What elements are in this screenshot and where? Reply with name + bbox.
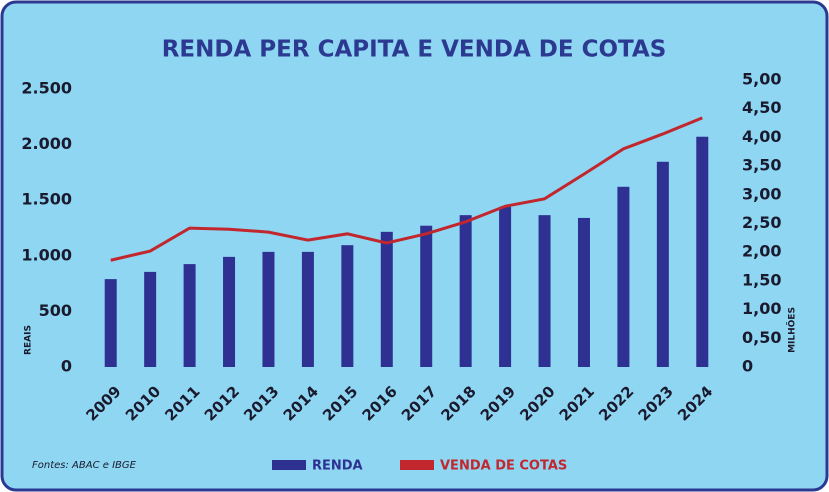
bar	[144, 271, 157, 367]
y-axis-label: REAIS	[24, 325, 34, 355]
y2-axis-label: MILHÕES	[786, 307, 798, 353]
bar	[499, 206, 512, 367]
legend-swatch	[400, 460, 434, 470]
y2-tick-label: 5,00	[742, 70, 781, 89]
y2-tick-label: 2,00	[742, 242, 781, 261]
y-tick-label: 0	[61, 357, 72, 376]
y-tick-label: 500	[39, 301, 72, 320]
y-tick-label: 1.000	[21, 245, 72, 264]
y2-tick-label: 0,50	[742, 328, 781, 347]
bar	[262, 251, 275, 367]
y2-tick-label: 3,50	[742, 156, 781, 175]
y2-tick-label: 4,50	[742, 98, 781, 117]
legend-swatch	[272, 460, 306, 470]
y2-tick-label: 4,00	[742, 127, 781, 146]
y2-tick-label: 1,00	[742, 299, 781, 318]
y-tick-label: 2.000	[21, 134, 72, 153]
bar	[183, 264, 196, 367]
y-tick-label: 1.500	[21, 190, 72, 209]
y-tick-label: 2.500	[21, 78, 72, 97]
bar	[538, 215, 551, 367]
bar	[577, 217, 590, 367]
bar	[223, 256, 236, 367]
line	[110, 116, 703, 262]
y2-tick-label: 0	[742, 357, 753, 376]
bar	[301, 251, 314, 367]
bar	[656, 161, 669, 367]
bar	[459, 215, 472, 367]
y2-tick-label: 3,00	[742, 184, 781, 203]
bar	[341, 245, 354, 367]
bar	[104, 279, 117, 367]
bar	[696, 136, 709, 367]
y2-tick-label: 2,50	[742, 213, 781, 232]
chart-title: RENDA PER CAPITA E VENDA DE COTAS	[162, 37, 667, 63]
bar	[380, 231, 393, 367]
y2-tick-label: 1,50	[742, 270, 781, 289]
bar	[420, 225, 433, 367]
source: Fontes: ABAC e IBGE	[32, 460, 137, 471]
legend-label: RENDA	[312, 459, 363, 474]
legend-label: VENDA DE COTAS	[440, 459, 567, 474]
bar	[617, 186, 630, 367]
